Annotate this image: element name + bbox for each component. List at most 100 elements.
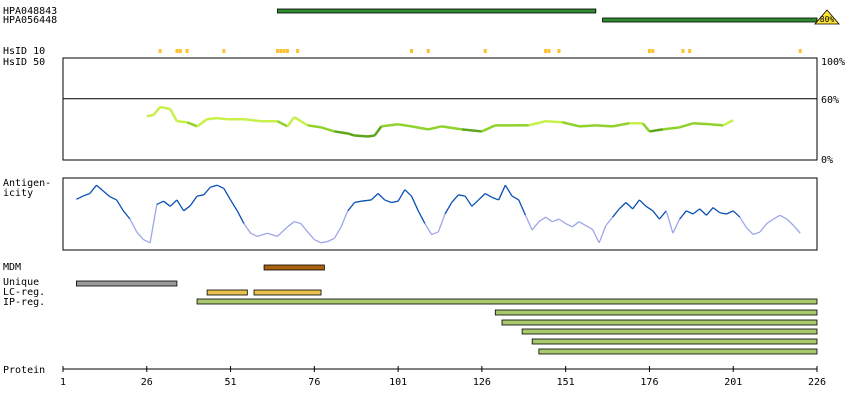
antigenicity-segment (109, 196, 117, 201)
antigenicity-segment (327, 237, 335, 243)
antigenicity-segment (437, 213, 446, 233)
antigenicity-segment (333, 226, 342, 239)
antigenicity-segment (679, 210, 687, 220)
similarity-segment (461, 128, 483, 133)
antigenicity-segment (243, 223, 252, 234)
antigenicity-segment (591, 229, 600, 244)
similarity-segment (528, 120, 546, 127)
antigenicity-segment (558, 218, 567, 225)
hsid-mark (222, 49, 226, 53)
antigenicity-segment (766, 218, 774, 225)
hsid-mark (175, 49, 179, 53)
antigen-bar (602, 17, 818, 23)
antigenicity-segment (300, 223, 309, 233)
antigenicity-segment (76, 195, 84, 200)
x-axis-tick-label: 226 (808, 377, 826, 388)
similarity-segment (320, 126, 335, 133)
track-label: MDM (3, 262, 21, 273)
antigenicity-segment (189, 195, 198, 207)
hsid-mark (275, 49, 279, 53)
antigenicity-segment (370, 193, 379, 201)
similarity-segment (152, 106, 162, 116)
antigenicity-segment (746, 227, 754, 235)
hsid-mark (282, 49, 286, 53)
antigenicity-segment (156, 200, 164, 205)
antigenicity-segment (287, 221, 295, 228)
hsid-label: HsID 10 (3, 46, 45, 57)
antigenicity-segment (638, 199, 647, 207)
antigenicity-segment (692, 208, 701, 215)
antigenicity-segment (786, 218, 794, 226)
antigenicity-segment (518, 199, 527, 216)
similarity-segment (286, 116, 296, 128)
antigenicity-segment (122, 210, 131, 220)
similarity-segment (373, 125, 383, 137)
x-axis-tick-label: 76 (308, 377, 320, 388)
x-axis-tick-label: 201 (724, 377, 742, 388)
antigenicity-segment (354, 200, 362, 204)
antigenicity-segment (511, 195, 520, 201)
hsid-mark (681, 49, 685, 53)
similarity-segment (206, 116, 218, 121)
antigenicity-segment (478, 193, 486, 201)
hsid-mark (410, 49, 414, 53)
track-segment (521, 328, 818, 335)
x-axis-label: Protein (3, 365, 45, 376)
similarity-segment (441, 125, 462, 131)
antigenicity-segment (451, 194, 459, 203)
track-label: IP-reg. (3, 297, 45, 308)
antigenicity-segment (361, 199, 372, 202)
antigenicity-segment (210, 184, 218, 188)
antigenicity-segment (705, 207, 714, 216)
antigenicity-segment (377, 193, 386, 201)
hsid-mark (557, 49, 561, 53)
hsid-mark (651, 49, 655, 53)
antigenicity-segment (726, 210, 734, 215)
similarity-segment (649, 128, 664, 133)
antigenicity-segment (753, 231, 761, 236)
antigenicity-segment (417, 210, 426, 224)
hsid-mark (547, 49, 551, 53)
similarity-segment (196, 118, 208, 128)
antigenicity-segment (739, 216, 748, 229)
antigenicity-segment (471, 199, 479, 207)
hsid-mark (158, 49, 162, 53)
antigenicity-segment (102, 190, 111, 198)
antigenicity-segment (82, 192, 91, 197)
antigenicity-segment (347, 202, 356, 212)
coverage-badge-icon (814, 9, 840, 25)
antigenicity-segment (578, 221, 587, 227)
antigen-bar (277, 8, 597, 14)
antigenicity-segment (686, 210, 694, 215)
antigenicity-segment (598, 225, 607, 244)
similarity-segment (347, 132, 355, 137)
track-segment (531, 338, 818, 345)
hsid-mark (178, 49, 182, 53)
track-label: Unique (3, 277, 39, 288)
antigenicity-segment (672, 218, 681, 234)
antigenicity-label: icity (3, 188, 33, 199)
antigenicity-segment (203, 186, 211, 196)
antigenicity-segment (652, 210, 661, 220)
antigenicity-segment (779, 214, 788, 220)
antigenicity-segment (236, 210, 245, 224)
antigenicity-segment (149, 204, 158, 243)
antigenicity-segment (612, 208, 620, 218)
hsid-mark (286, 49, 290, 53)
antigenicity-segment (498, 184, 506, 201)
coverage-badge-text: 80% (820, 15, 835, 24)
similarity-segment (354, 134, 369, 138)
x-axis-tick-label: 1 (60, 377, 66, 388)
similarity-segment (427, 125, 442, 131)
antigenicity-segment (143, 239, 151, 244)
antigenicity-segment (571, 221, 580, 228)
similarity-segment (176, 119, 188, 124)
similarity-segment (679, 122, 694, 129)
x-axis-tick-label: 51 (225, 377, 237, 388)
track-segment (263, 264, 325, 271)
similarity-segment (722, 119, 734, 127)
antigenicity-segment (397, 189, 406, 202)
track-segment (206, 289, 248, 296)
similarity-segment (692, 122, 710, 126)
similarity-segment (367, 134, 375, 138)
